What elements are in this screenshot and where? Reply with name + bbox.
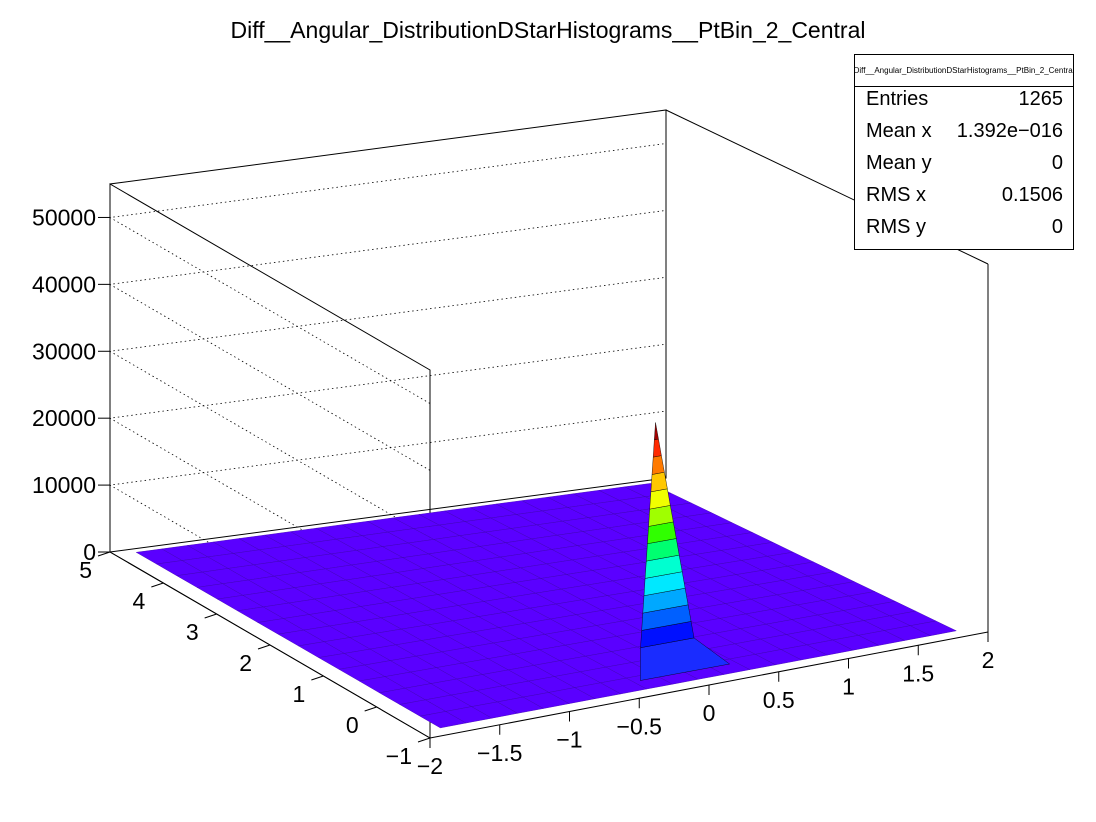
y-tick-label: −1 xyxy=(386,743,412,769)
peak-band xyxy=(654,422,659,441)
z-grid-line xyxy=(108,210,667,471)
stats-value: 0 xyxy=(1051,152,1063,174)
stats-box: Diff__Angular_DistributionDStarHistogram… xyxy=(854,54,1074,250)
y-tick xyxy=(311,675,324,681)
surface-bin xyxy=(909,620,957,636)
x-tick-label: −1 xyxy=(556,727,582,753)
peak-band xyxy=(651,455,665,475)
stats-label: Mean y xyxy=(866,152,932,174)
y-tick-label: 4 xyxy=(133,588,146,614)
x-tick-label: −1.5 xyxy=(477,740,522,766)
x-tick-label: 1.5 xyxy=(902,660,934,686)
y-tick xyxy=(257,644,271,650)
x-tick-label: 0.5 xyxy=(763,687,795,713)
stats-label: RMS y xyxy=(866,216,926,238)
y-tick xyxy=(204,613,217,619)
x-tick-label: 1 xyxy=(842,674,855,700)
stats-row-mean-x: Mean x 1.392e−016 xyxy=(855,115,1073,147)
stats-row-rms-y: RMS y 0 xyxy=(855,211,1073,243)
peak-band xyxy=(649,488,671,510)
stats-row-entries: Entries 1265 xyxy=(855,83,1073,115)
peak-band xyxy=(650,471,668,493)
z-grid-line xyxy=(108,143,667,404)
stats-value: 0 xyxy=(1051,216,1063,238)
peak-band xyxy=(652,438,662,458)
y-tick-label: 0 xyxy=(346,712,359,738)
stats-value: 1.392e−016 xyxy=(956,120,1063,142)
y-tick-label: 5 xyxy=(79,557,92,583)
y-tick xyxy=(417,737,431,743)
y-tick-label: 1 xyxy=(293,681,306,707)
y-tick xyxy=(97,551,111,557)
y-tick xyxy=(364,706,377,712)
z-tick-label: 20000 xyxy=(32,405,96,431)
y-tick-label: 3 xyxy=(186,619,199,645)
x-tick-label: −0.5 xyxy=(617,713,662,739)
z-tick-label: 10000 xyxy=(32,472,96,498)
stats-label: Mean x xyxy=(866,120,932,142)
stats-label: Entries xyxy=(866,88,929,110)
z-tick-label: 30000 xyxy=(32,338,96,364)
stats-title: Diff__Angular_DistributionDStarHistogram… xyxy=(855,55,1073,87)
x-tick-label: 0 xyxy=(703,700,716,726)
stats-row-rms-x: RMS x 0.1506 xyxy=(855,179,1073,211)
x-tick-label: 2 xyxy=(982,647,995,673)
y-tick-label: 2 xyxy=(239,650,252,676)
z-tick-label: 40000 xyxy=(32,271,96,297)
stats-value: 0.1506 xyxy=(1001,184,1063,206)
x-tick-label: −2 xyxy=(417,753,443,779)
stats-label: RMS x xyxy=(866,184,926,206)
stats-value: 1265 xyxy=(1018,88,1064,110)
y-tick xyxy=(151,582,164,588)
stats-row-mean-y: Mean y 0 xyxy=(855,147,1073,179)
chart-title: Diff__Angular_DistributionDStarHistogram… xyxy=(231,17,866,43)
back-wall xyxy=(109,109,667,553)
z-tick-label: 0 xyxy=(83,539,96,565)
z-tick-label: 50000 xyxy=(32,204,96,230)
